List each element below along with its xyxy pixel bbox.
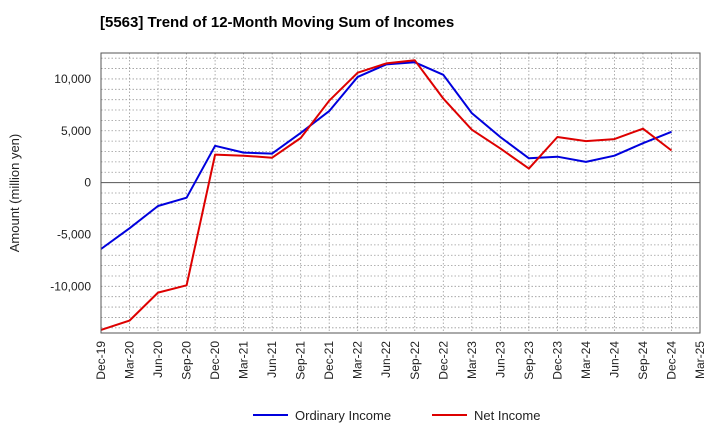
y-tick-label: 0 [84, 176, 91, 190]
x-tick-label: Sep-22 [408, 341, 422, 380]
y-tick-label: 10,000 [54, 72, 91, 86]
x-tick-label: Mar-21 [237, 341, 251, 379]
series-lines [100, 59, 673, 331]
legend: Ordinary Income Net Income [253, 408, 540, 423]
x-tick-label: Sep-21 [294, 341, 308, 380]
x-tick-label: Dec-24 [664, 341, 678, 380]
x-tick-label: Jun-22 [379, 341, 393, 378]
x-tick-label: Mar-22 [351, 341, 365, 379]
y-tick-labels: 10,000 5,000 0 -5,000 -10,000 [50, 72, 91, 293]
x-tick-label: Sep-24 [636, 341, 650, 380]
y-tick-label: -5,000 [57, 227, 91, 241]
x-tick-label: Dec-19 [94, 341, 108, 380]
x-tick-label: Dec-23 [550, 341, 564, 380]
x-tick-label: Mar-20 [123, 341, 137, 379]
x-tick-labels: Dec-19 Mar-20 Jun-20 Sep-20 Dec-20 Mar-21 Jun-… [94, 341, 707, 380]
series-line-net-income [100, 59, 673, 331]
y-axis-label: Amount (million yen) [7, 134, 22, 253]
x-tick-label: Jun-24 [607, 341, 621, 378]
x-tick-label: Dec-20 [208, 341, 222, 380]
x-tick-label: Jun-23 [493, 341, 507, 378]
x-tick-label: Mar-24 [579, 341, 593, 379]
x-tick-label: Jun-20 [151, 341, 165, 378]
y-tick-label: 5,000 [61, 124, 91, 138]
x-tick-label: Mar-23 [465, 341, 479, 379]
x-tick-label: Jun-21 [265, 341, 279, 378]
y-tick-label: -10,000 [50, 279, 91, 293]
legend-label: Ordinary Income [295, 408, 391, 423]
x-tick-label: Sep-20 [180, 341, 194, 380]
grid [100, 53, 701, 333]
x-tick-label: Sep-23 [522, 341, 536, 380]
x-tick-label: Dec-21 [322, 341, 336, 380]
legend-label: Net Income [474, 408, 540, 423]
x-tick-label: Dec-22 [436, 341, 450, 380]
chart-title: [5563] Trend of 12-Month Moving Sum of I… [100, 14, 455, 31]
x-tick-label: Mar-25 [693, 341, 707, 379]
plot-frame [100, 52, 701, 334]
